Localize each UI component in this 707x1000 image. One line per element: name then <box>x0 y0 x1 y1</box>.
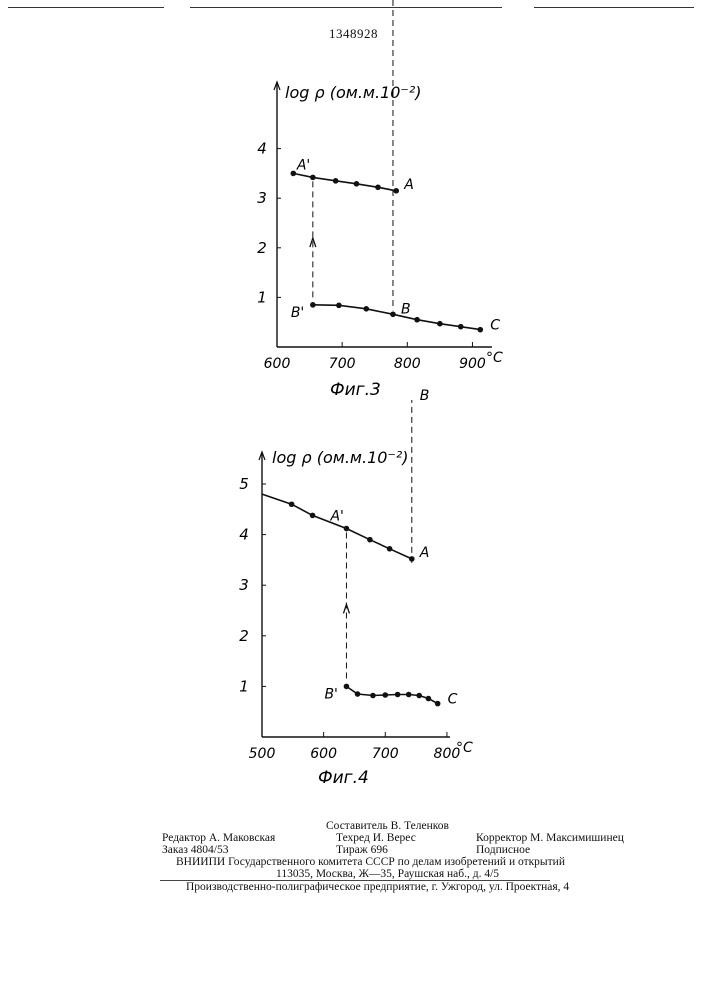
point-label-c: C <box>448 692 458 708</box>
y-tick-label: 5 <box>239 475 249 493</box>
colophon-order: Заказ 4804/53 <box>162 844 229 856</box>
arrow-up-icon <box>343 604 349 613</box>
colophon-subscription: Подписное <box>476 844 530 856</box>
data-point <box>409 556 415 562</box>
data-point <box>310 513 316 519</box>
figure-4-chart: 12345500600700800 A'AB'BC log ρ (ом.м.10… <box>0 400 707 820</box>
data-point <box>289 501 295 507</box>
point-label-a: A <box>403 177 414 193</box>
data-point <box>390 311 396 317</box>
data-point <box>344 526 350 532</box>
colophon-address: 113035, Москва, Ж—35, Раушская наб., д. … <box>276 868 499 880</box>
figure-3-curves <box>290 0 483 332</box>
data-point <box>367 537 373 543</box>
data-point <box>426 696 432 702</box>
data-point <box>395 692 401 698</box>
data-point <box>336 303 342 309</box>
colophon-divider <box>160 880 550 881</box>
data-point <box>435 701 441 707</box>
figure-3-chart: 1 2 3 4 600 700 800 900 A' A B' B C log ρ (ом.м.10⁻… <box>0 0 707 420</box>
data-point <box>406 692 412 698</box>
point-label-c: C <box>490 318 500 334</box>
x-tick-label: 700 <box>329 356 356 372</box>
figure-3-ylabel: log ρ (ом.м.10⁻²) <box>285 83 422 102</box>
data-point <box>437 321 443 327</box>
y-tick-label: 3 <box>239 576 249 594</box>
data-point <box>344 684 350 690</box>
x-tick-label: 900 <box>459 356 486 372</box>
data-point <box>290 171 296 177</box>
figure-3-caption: Фиг.3 <box>330 380 381 400</box>
data-point <box>382 692 388 698</box>
y-tick-label: 1 <box>257 288 267 306</box>
figure-4-ylabel: log ρ (ом.м.10⁻²) <box>272 448 409 467</box>
y-tick-label: 2 <box>257 239 267 257</box>
point-label-b_prime: B' <box>291 305 304 321</box>
point-label-a: A <box>419 545 430 561</box>
y-tick-label: 3 <box>257 189 267 207</box>
figure-3-axes: 1 2 3 4 600 700 800 900 <box>257 82 492 372</box>
figure-4-caption: Фиг.4 <box>318 768 369 788</box>
figure-3-xunit: °C <box>486 350 503 366</box>
x-tick-label: 600 <box>310 746 337 762</box>
x-tick-label: 800 <box>394 356 421 372</box>
colophon-compiler: Составитель В. Теленков <box>326 820 449 832</box>
data-point <box>355 691 361 697</box>
data-point <box>370 693 376 699</box>
colophon-corrector: Корректор М. Максимишинец <box>476 832 624 844</box>
data-point <box>387 546 393 552</box>
figure-4-axes: 12345500600700800 <box>239 452 460 762</box>
x-tick-label: 600 <box>264 356 291 372</box>
upper-branch-line <box>293 173 396 190</box>
colophon-circulation: Тираж 696 <box>336 844 388 856</box>
y-tick-label: 4 <box>239 526 249 544</box>
y-tick-label: 1 <box>239 677 249 695</box>
y-tick-label: 2 <box>239 627 249 645</box>
figure-4-curves <box>262 400 440 706</box>
point-label-b: B <box>401 301 411 317</box>
data-point <box>458 324 464 330</box>
data-point <box>477 327 483 333</box>
colophon-printer: Производственно-полиграфическое предприя… <box>186 881 569 893</box>
figure-3-labels: A' A B' B C <box>291 157 500 333</box>
data-point <box>310 302 316 308</box>
y-tick-label: 4 <box>257 140 267 158</box>
x-tick-label: 500 <box>249 746 276 762</box>
colophon-editor: Редактор А. Маковская <box>162 832 275 844</box>
data-point <box>333 178 339 184</box>
data-point <box>363 306 369 312</box>
x-tick-label: 700 <box>372 746 399 762</box>
point-label-a_prime: A' <box>329 509 343 525</box>
data-point <box>310 175 316 181</box>
data-point <box>375 184 381 190</box>
data-point <box>416 693 422 699</box>
colophon-techred: Техред И. Верес <box>336 832 416 844</box>
data-point <box>354 181 360 187</box>
lower-branch-line <box>313 305 481 330</box>
data-point <box>393 188 399 194</box>
data-point <box>414 317 420 323</box>
figure-4-xunit: °C <box>456 740 473 756</box>
colophon-vniipi: ВНИИПИ Государственного комитета СССР по… <box>176 856 565 868</box>
point-label-b: B <box>420 388 430 404</box>
point-label-a_prime: A' <box>296 157 310 173</box>
point-label-b_prime: B' <box>324 686 337 702</box>
